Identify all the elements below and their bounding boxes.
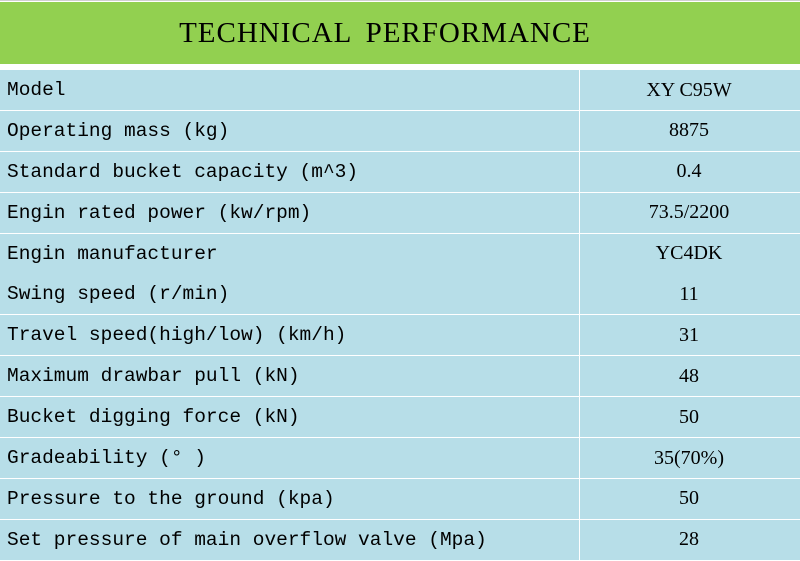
spec-value: YC4DK (655, 242, 723, 265)
spec-label: Model (0, 70, 580, 110)
table-row: Gradeability (° ) 35(70%) (0, 438, 800, 479)
table-row: Standard bucket capacity (m^3) 0.4 (0, 151, 800, 192)
table-row: Travel speed(high/low) (km/h) 31 (0, 315, 800, 356)
table-row: Engin rated power (kw/rpm) 73.5/2200 (0, 192, 800, 233)
table-row: Model XY C95W (0, 70, 800, 110)
spec-label: Swing speed (r/min) (0, 274, 580, 315)
spec-label: Gradeability (° ) (0, 438, 580, 479)
spec-label: Engin rated power (kw/rpm) (0, 192, 580, 233)
spec-value: 11 (679, 282, 699, 305)
spec-value: 35(70%) (654, 446, 724, 469)
spec-label: Maximum drawbar pull (kN) (0, 356, 580, 397)
spec-label: Operating mass (kg) (0, 110, 580, 151)
spec-value: 50 (679, 487, 699, 510)
table-row: Pressure to the ground (kpa) 50 (0, 478, 800, 519)
spec-value: 31 (679, 323, 699, 346)
spec-label: Standard bucket capacity (m^3) (0, 151, 580, 192)
spec-value: 28 (679, 528, 699, 551)
spec-label: Travel speed(high/low) (km/h) (0, 315, 580, 356)
spec-value: XY C95W (646, 78, 732, 101)
spec-label: Engin manufacturer (0, 233, 580, 274)
spec-value: 50 (679, 405, 699, 428)
table-row: Bucket digging force (kN) 50 (0, 397, 800, 438)
spec-value: 48 (679, 364, 699, 387)
spec-label: Pressure to the ground (kpa) (0, 478, 580, 519)
table-row: Swing speed (r/min) 11 (0, 274, 800, 315)
spec-label: Bucket digging force (kN) (0, 397, 580, 438)
spec-value: 73.5/2200 (648, 201, 730, 224)
table-row: Operating mass (kg) 8875 (0, 110, 800, 151)
table-row: Engin manufacturer YC4DK (0, 233, 800, 274)
spec-value: 8875 (669, 119, 709, 142)
table-row: Set pressure of main overflow valve (Mpa… (0, 519, 800, 560)
spec-table: Model XY C95W Operating mass (kg) 8875 S… (0, 70, 800, 561)
table-row: Maximum drawbar pull (kN) 48 (0, 356, 800, 397)
spec-value: 0.4 (676, 160, 702, 183)
spec-label: Set pressure of main overflow valve (Mpa… (0, 519, 580, 560)
table-title: TECHNICAL PERFORMANCE (0, 2, 800, 66)
